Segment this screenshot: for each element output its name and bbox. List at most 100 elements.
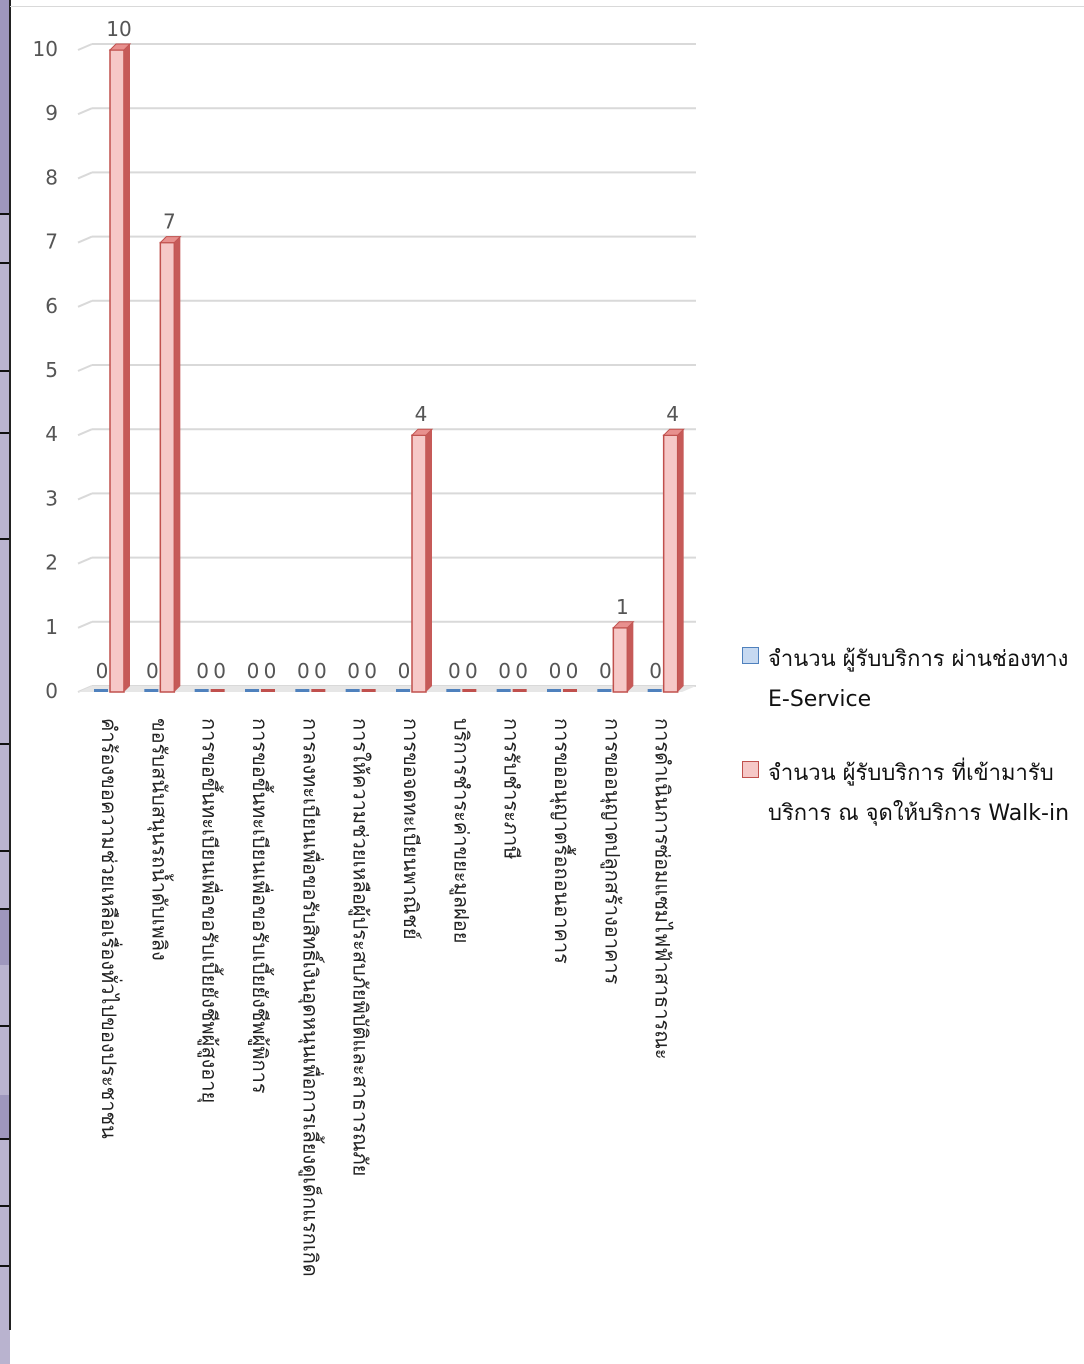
- gridline: [77, 364, 93, 372]
- category-label: การขออนุญาตปลูกสร้างอาคาร: [600, 718, 625, 985]
- y-tick-label: 8: [45, 165, 58, 189]
- data-label-eservice: 0: [297, 659, 310, 683]
- bar-walkin: [462, 689, 477, 692]
- legend-label: จำนวน ผู้รับบริการ ที่เข้ามารับบริการ ณ …: [768, 761, 1070, 826]
- legend-swatch-red: [742, 761, 759, 778]
- legend-item-eservice: จำนวน ผู้รับบริการ ผ่านช่องทาง E-Service: [742, 640, 1082, 720]
- edge-segment: [0, 910, 10, 965]
- edge-rule: [0, 538, 10, 540]
- bar-eservice: [496, 689, 511, 692]
- bar-walkin-side: [174, 236, 181, 692]
- category-label: การขออนุญาตรื้อถอนอาคาร: [550, 718, 574, 964]
- legend-item-walkin: จำนวน ผู้รับบริการ ที่เข้ามารับบริการ ณ …: [742, 754, 1082, 834]
- category-label: การขอขึ้นทะเบียนเพื่อขอรับเบี้ยยังชีพผู้…: [248, 718, 272, 1094]
- gridline: [77, 171, 93, 180]
- data-label-walkin: 1: [616, 595, 629, 619]
- chart-floor: [78, 686, 696, 692]
- y-tick-label: 1: [45, 615, 58, 639]
- bar-walkin: [109, 49, 125, 693]
- gridline: [77, 556, 93, 565]
- data-label-eservice: 0: [549, 659, 562, 683]
- y-tick-label: 7: [45, 230, 58, 254]
- window-edge: [0, 0, 10, 1364]
- edge-segment: [0, 0, 10, 215]
- edge-rule: [0, 1205, 10, 1207]
- edge-rule: [0, 370, 10, 372]
- data-label-walkin: 0: [566, 659, 579, 683]
- category-label: บริการชำระค่าขยะมูลฝอย: [449, 718, 474, 944]
- bar-walkin: [411, 434, 427, 693]
- category-label: การให้ความช่วยเหลือผู้ประสบภัยพิบัติและส…: [348, 718, 373, 1177]
- category-label: การรับชำระภาษี: [499, 718, 524, 860]
- data-label-eservice: 0: [448, 659, 461, 683]
- data-label-eservice: 0: [146, 659, 159, 683]
- bar-eservice: [446, 689, 461, 692]
- y-tick-label: 6: [45, 294, 58, 318]
- data-label-eservice: 0: [96, 659, 109, 683]
- bar-walkin-side: [426, 429, 432, 692]
- data-label-walkin: 0: [515, 659, 528, 683]
- gridline: [77, 492, 93, 501]
- bar-walkin-side: [124, 44, 130, 692]
- edge-rule: [0, 1025, 10, 1027]
- data-label-eservice: 0: [247, 659, 260, 683]
- gridline: [77, 620, 93, 629]
- bar-eservice: [94, 689, 108, 692]
- edge-rule: [0, 262, 10, 264]
- y-tick-label: 3: [45, 486, 58, 510]
- data-label-eservice: 0: [498, 659, 511, 683]
- data-label-eservice: 0: [649, 659, 662, 683]
- bar-eservice: [144, 689, 159, 692]
- y-tick-label: 0: [45, 679, 58, 703]
- data-label-walkin: 4: [415, 402, 428, 426]
- bar-walkin-side: [677, 429, 684, 692]
- legend-swatch-blue: [742, 647, 759, 664]
- data-label-walkin: 0: [264, 659, 277, 683]
- bar-eservice: [194, 689, 209, 692]
- gridline: [77, 43, 93, 51]
- bar-walkin: [662, 434, 679, 693]
- window-border: [9, 0, 11, 1330]
- data-label-walkin: 7: [163, 210, 176, 234]
- bar-walkin: [563, 689, 577, 692]
- gridline: [77, 235, 93, 244]
- data-label-walkin: 0: [213, 659, 226, 683]
- bar-walkin: [612, 627, 629, 693]
- edge-rule: [0, 908, 10, 910]
- y-tick-label: 5: [45, 358, 58, 382]
- bar-walkin: [361, 689, 376, 692]
- data-label-walkin: 10: [106, 17, 131, 41]
- bar-eservice: [647, 689, 662, 692]
- y-tick-label: 9: [45, 101, 58, 125]
- data-label-eservice: 0: [398, 659, 411, 683]
- gridline: [77, 107, 93, 116]
- data-label-eservice: 0: [599, 659, 612, 683]
- category-label: การขอขึ้นทะเบียนเพื่อขอรับเบี้ยยังชีพผู้…: [197, 718, 222, 1104]
- category-label: การดำเนินการซ่อมแซมไฟฟ้าสาธารณะ: [650, 718, 675, 1060]
- category-label: คำร้องขอความช่วยเหลือเรื่องทั่วไปของประช…: [97, 718, 121, 1139]
- edge-rule: [0, 1265, 10, 1267]
- bar-walkin: [159, 241, 176, 693]
- edge-rule: [0, 432, 10, 434]
- gridline: [77, 299, 93, 308]
- edge-rule: [0, 1138, 10, 1140]
- bar-walkin: [512, 689, 527, 692]
- edge-segment: [0, 1095, 10, 1140]
- bar-eservice: [245, 689, 259, 692]
- bar-eservice: [396, 689, 410, 692]
- data-label-walkin: 4: [666, 402, 679, 426]
- category-label: ขอรับสนับสนุนรถน้ำดับเพลิง: [147, 718, 172, 961]
- edge-rule: [0, 743, 10, 745]
- bar-eservice: [295, 689, 310, 692]
- data-label-eservice: 0: [347, 659, 360, 683]
- data-label-walkin: 0: [465, 659, 478, 683]
- legend: จำนวน ผู้รับบริการ ผ่านช่องทาง E-Service…: [742, 640, 1082, 868]
- category-label: การลงทะเบียนเพื่อขอรับสิทธิ์เงินอุดหนุนเ…: [298, 718, 323, 1277]
- category-label: การขอจดทะเบียนพาณิชย์: [399, 718, 423, 940]
- data-label-walkin: 0: [314, 659, 327, 683]
- bar-walkin: [261, 689, 275, 692]
- bar-eservice: [547, 689, 561, 692]
- data-label-eservice: 0: [196, 659, 209, 683]
- edge-rule: [0, 850, 10, 852]
